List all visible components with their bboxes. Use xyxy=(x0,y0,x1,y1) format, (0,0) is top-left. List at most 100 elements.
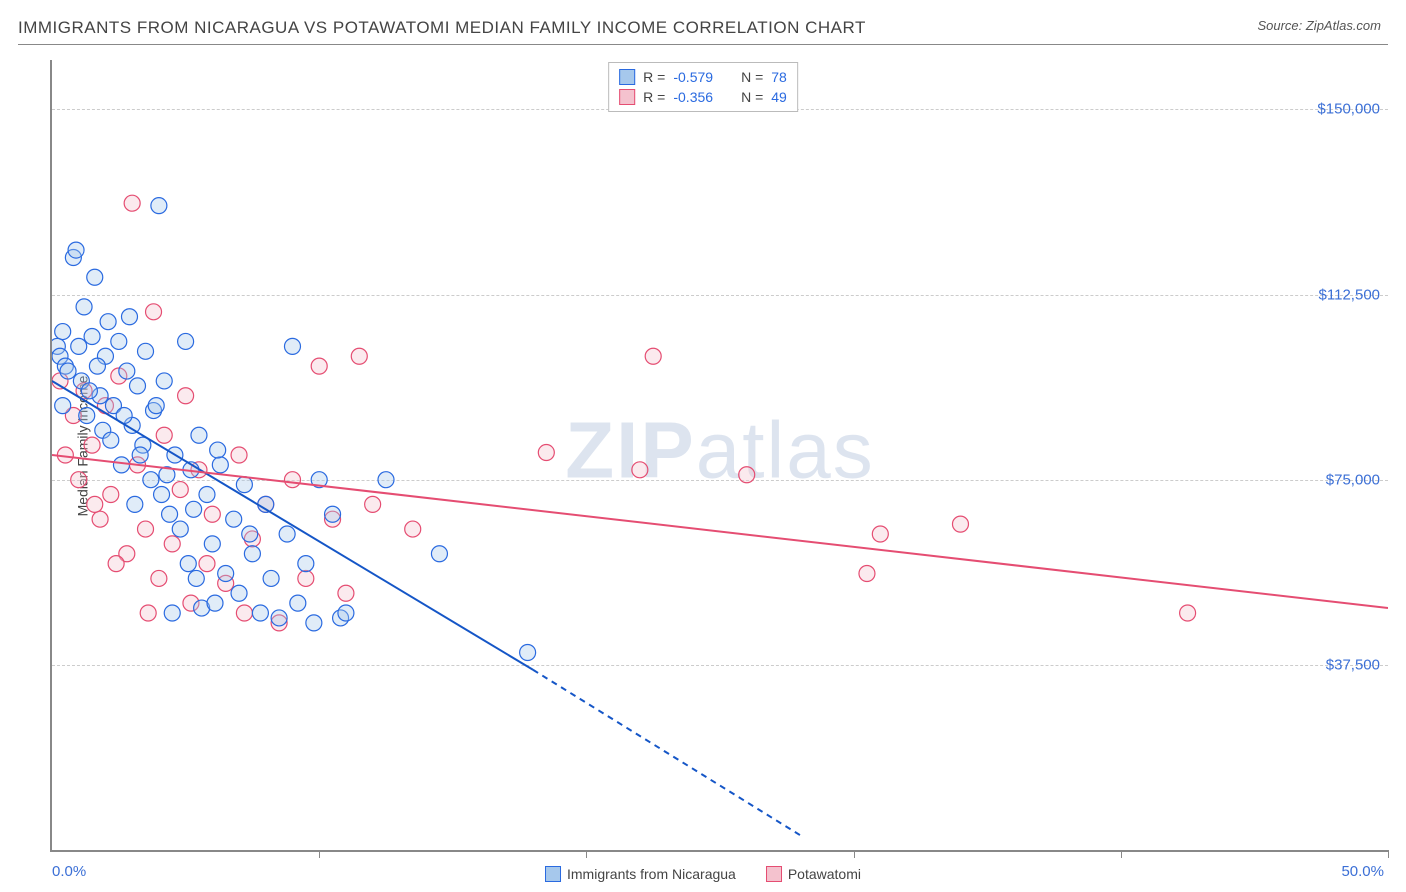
data-point xyxy=(351,348,367,364)
legend-item-series-b: Potawatomi xyxy=(766,866,861,882)
data-point xyxy=(71,472,87,488)
data-point xyxy=(1180,605,1196,621)
chart-title: IMMIGRANTS FROM NICARAGUA VS POTAWATOMI … xyxy=(18,18,1388,45)
correlation-stats-legend: R = -0.579 N = 78 R = -0.356 N = 49 xyxy=(608,62,798,112)
data-point xyxy=(378,472,394,488)
data-point xyxy=(103,432,119,448)
data-point xyxy=(130,378,146,394)
x-axis-min-label: 0.0% xyxy=(52,863,86,880)
data-point xyxy=(162,506,178,522)
swatch-series-a-top xyxy=(619,69,635,85)
source-name: ZipAtlas.com xyxy=(1306,18,1381,33)
data-point xyxy=(178,333,194,349)
data-point xyxy=(263,570,279,586)
x-tick xyxy=(586,850,587,858)
data-point xyxy=(218,566,234,582)
data-point xyxy=(111,333,127,349)
data-point xyxy=(226,511,242,527)
r-label-a: R = xyxy=(643,69,665,85)
data-point xyxy=(124,195,140,211)
data-point xyxy=(140,605,156,621)
data-point xyxy=(242,526,258,542)
data-point xyxy=(632,462,648,478)
data-point xyxy=(127,496,143,512)
data-point xyxy=(76,299,92,315)
data-point xyxy=(84,437,100,453)
data-point xyxy=(188,570,204,586)
data-point xyxy=(236,605,252,621)
data-point xyxy=(284,472,300,488)
data-point xyxy=(87,496,103,512)
data-point xyxy=(191,427,207,443)
data-point xyxy=(284,338,300,354)
data-point xyxy=(143,472,159,488)
data-point xyxy=(739,467,755,483)
x-tick xyxy=(854,850,855,858)
data-point xyxy=(119,363,135,379)
x-axis-max-label: 50.0% xyxy=(1341,863,1384,880)
data-point xyxy=(298,570,314,586)
legend-label-a: Immigrants from Nicaragua xyxy=(567,866,736,882)
data-point xyxy=(271,610,287,626)
data-point xyxy=(952,516,968,532)
data-point xyxy=(156,373,172,389)
data-point xyxy=(172,482,188,498)
n-value-b: 49 xyxy=(771,89,787,105)
data-point xyxy=(138,521,154,537)
data-point xyxy=(311,358,327,374)
regression-line xyxy=(52,381,533,670)
data-point xyxy=(138,343,154,359)
data-point xyxy=(79,408,95,424)
x-tick xyxy=(1121,850,1122,858)
r-label-b: R = xyxy=(643,89,665,105)
data-point xyxy=(338,585,354,601)
data-point xyxy=(325,506,341,522)
x-tick xyxy=(1388,850,1389,858)
data-point xyxy=(164,605,180,621)
data-point xyxy=(151,570,167,586)
data-point xyxy=(178,388,194,404)
data-point xyxy=(55,398,71,414)
swatch-series-a xyxy=(545,866,561,882)
data-point xyxy=(108,556,124,572)
series-legend: Immigrants from Nicaragua Potawatomi xyxy=(545,866,861,882)
regression-line xyxy=(533,670,800,835)
data-point xyxy=(645,348,661,364)
data-point xyxy=(252,605,268,621)
data-point xyxy=(146,304,162,320)
data-point xyxy=(103,487,119,503)
data-point xyxy=(872,526,888,542)
r-value-b: -0.356 xyxy=(673,89,713,105)
data-point xyxy=(84,329,100,345)
data-point xyxy=(405,521,421,537)
data-point xyxy=(199,556,215,572)
data-point xyxy=(164,536,180,552)
data-point xyxy=(207,595,223,611)
data-point xyxy=(338,605,354,621)
data-point xyxy=(81,383,97,399)
data-point xyxy=(60,363,76,379)
source-attribution: Source: ZipAtlas.com xyxy=(1257,18,1381,33)
data-point xyxy=(172,521,188,537)
data-point xyxy=(113,457,129,473)
data-point xyxy=(365,496,381,512)
swatch-series-b xyxy=(766,866,782,882)
plot-svg xyxy=(52,60,1388,850)
source-prefix: Source: xyxy=(1257,18,1305,33)
data-point xyxy=(204,536,220,552)
x-tick xyxy=(319,850,320,858)
data-point xyxy=(151,198,167,214)
data-point xyxy=(132,447,148,463)
data-point xyxy=(231,585,247,601)
data-point xyxy=(92,511,108,527)
data-point xyxy=(236,477,252,493)
data-point xyxy=(298,556,314,572)
legend-label-b: Potawatomi xyxy=(788,866,861,882)
data-point xyxy=(859,566,875,582)
scatter-plot-area: ZIPatlas $37,500$75,000$112,500$150,000 xyxy=(50,60,1388,852)
data-point xyxy=(100,314,116,330)
data-point xyxy=(186,501,202,517)
data-point xyxy=(231,447,247,463)
stats-row-series-b: R = -0.356 N = 49 xyxy=(619,87,787,107)
data-point xyxy=(279,526,295,542)
